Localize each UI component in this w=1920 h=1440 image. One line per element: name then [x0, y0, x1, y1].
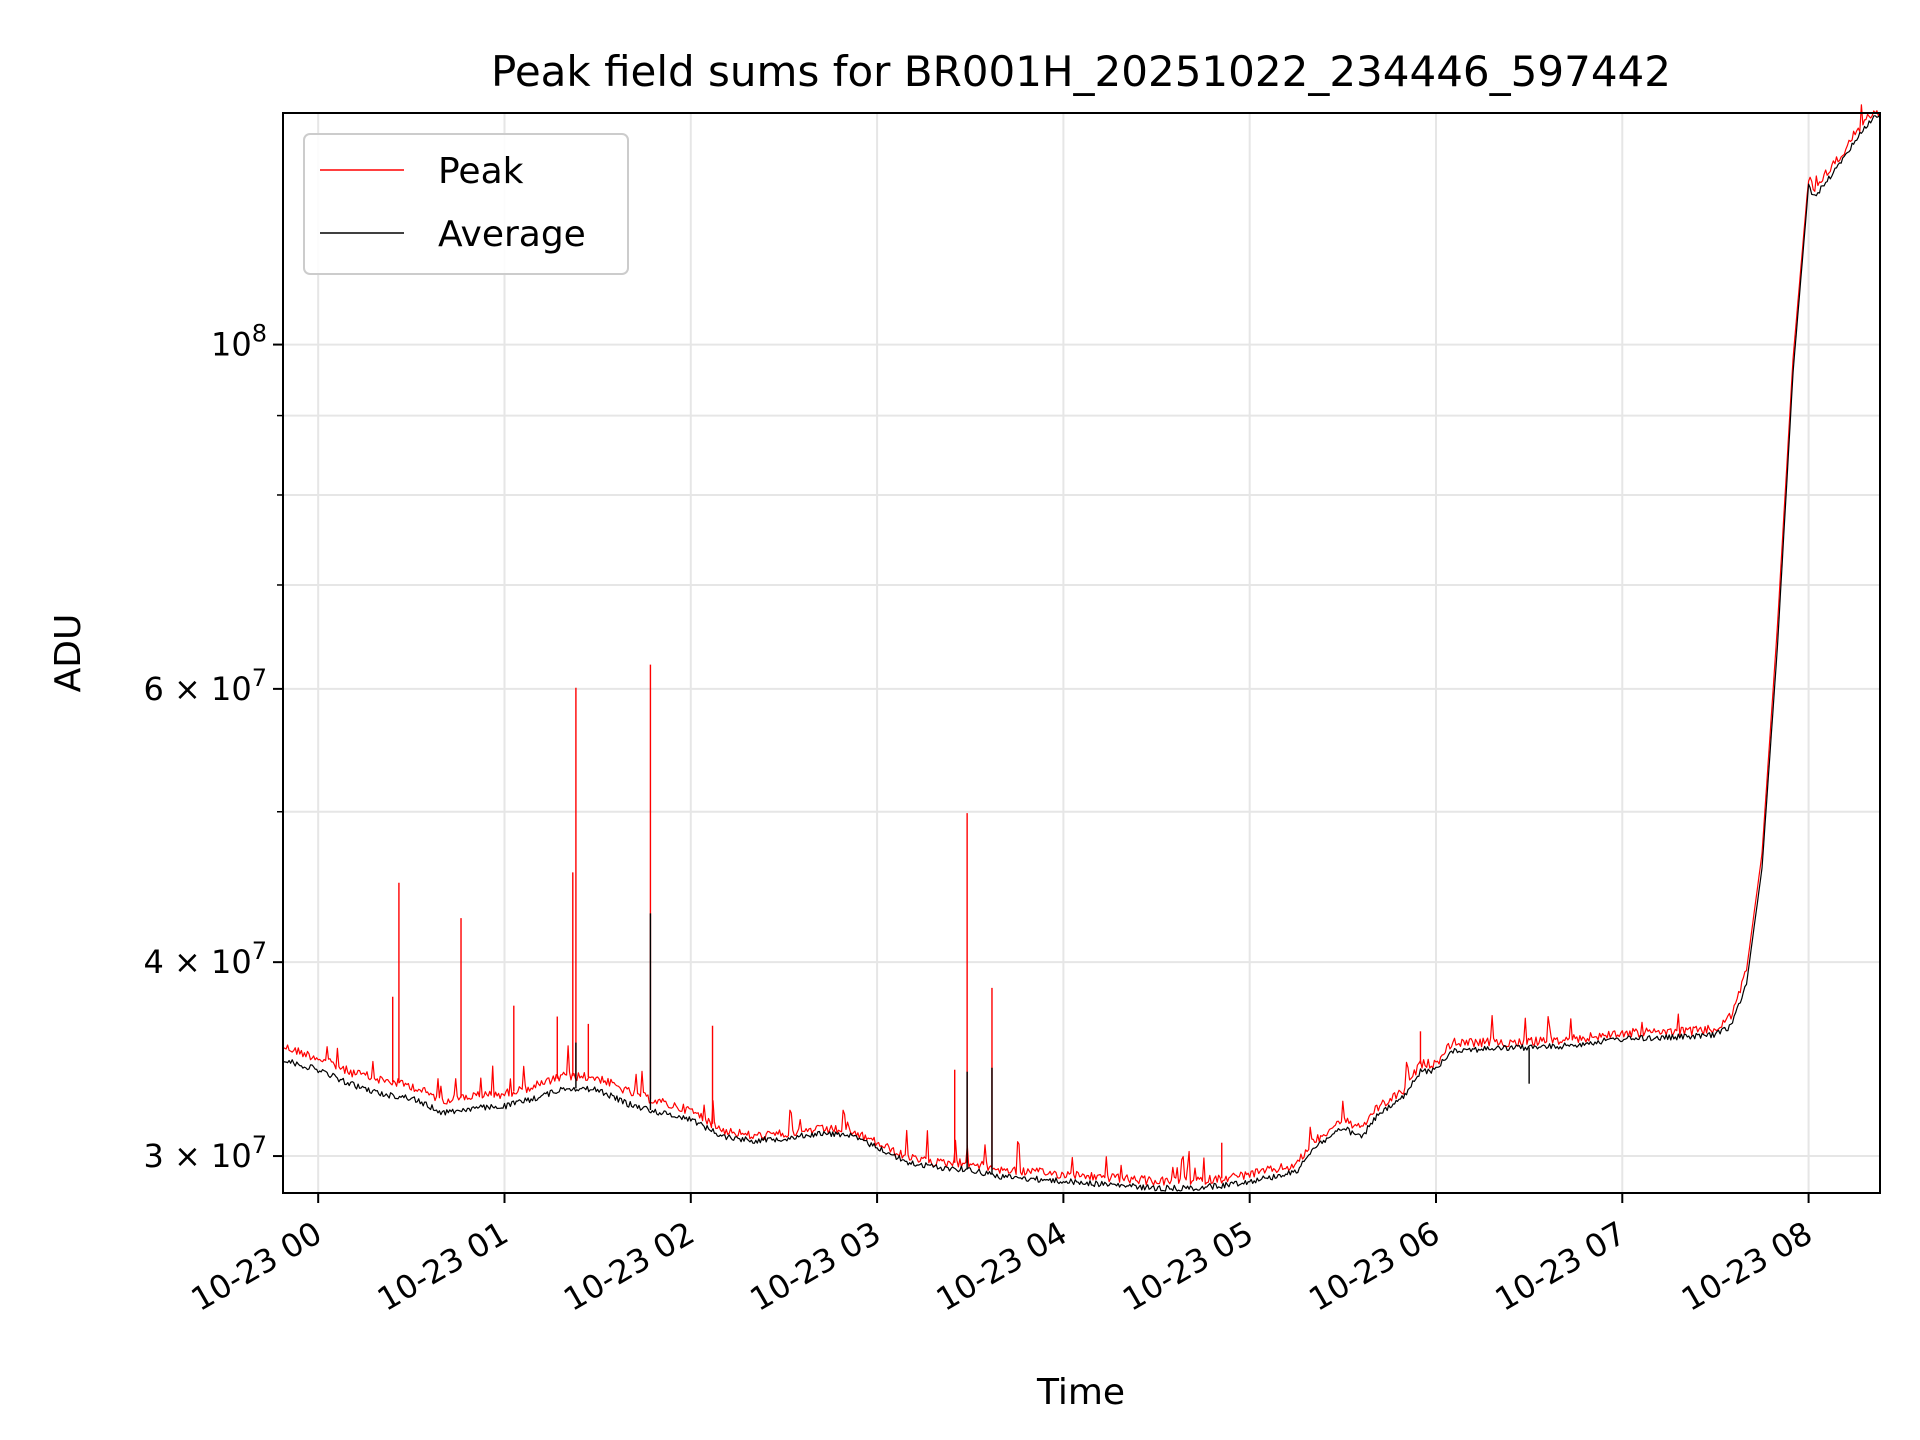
legend-label-average: Average	[438, 214, 586, 255]
series-line-peak	[282, 104, 1881, 1186]
y-tick-label: 108	[211, 320, 267, 364]
series-line-average	[282, 114, 1881, 1192]
y-tick-label: 6 × 107	[143, 664, 267, 708]
y-axis-label: ADU	[48, 614, 89, 693]
x-axis-label: Time	[1036, 1372, 1125, 1413]
legend: Peak Average	[303, 133, 629, 275]
y-tick-label: 3 × 107	[143, 1131, 267, 1175]
y-axis-ticks: 3 × 107 4 × 107 6 × 107 108	[143, 320, 283, 1175]
series-layer	[282, 104, 1881, 1192]
y-tick-label: 4 × 107	[143, 937, 267, 981]
grid-lines	[283, 113, 1880, 1193]
legend-label-peak: Peak	[438, 151, 524, 192]
legend-box	[303, 133, 629, 275]
plot-frame	[282, 112, 1881, 1194]
chart-title: Peak field sums for BR001H_20251022_2344…	[491, 47, 1671, 96]
